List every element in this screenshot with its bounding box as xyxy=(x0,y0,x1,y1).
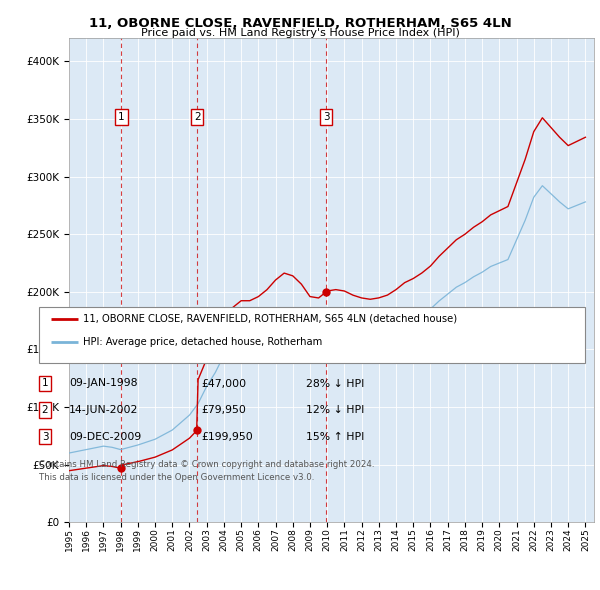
Text: 12% ↓ HPI: 12% ↓ HPI xyxy=(306,405,364,415)
Text: 3: 3 xyxy=(323,112,329,122)
Text: £79,950: £79,950 xyxy=(201,405,246,415)
Text: 2: 2 xyxy=(194,112,200,122)
Text: 1: 1 xyxy=(118,112,125,122)
Text: £47,000: £47,000 xyxy=(201,379,246,388)
Text: HPI: Average price, detached house, Rotherham: HPI: Average price, detached house, Roth… xyxy=(83,337,322,347)
Text: 3: 3 xyxy=(41,432,49,441)
Text: 1: 1 xyxy=(41,379,49,388)
Text: 09-DEC-2009: 09-DEC-2009 xyxy=(69,432,141,441)
Text: 28% ↓ HPI: 28% ↓ HPI xyxy=(306,379,364,388)
Text: 15% ↑ HPI: 15% ↑ HPI xyxy=(306,432,364,441)
Text: 14-JUN-2002: 14-JUN-2002 xyxy=(69,405,139,415)
Text: £199,950: £199,950 xyxy=(201,432,253,441)
Text: Contains HM Land Registry data © Crown copyright and database right 2024.: Contains HM Land Registry data © Crown c… xyxy=(39,460,374,469)
Text: 11, OBORNE CLOSE, RAVENFIELD, ROTHERHAM, S65 4LN: 11, OBORNE CLOSE, RAVENFIELD, ROTHERHAM,… xyxy=(89,17,511,30)
Text: 09-JAN-1998: 09-JAN-1998 xyxy=(69,379,137,388)
Text: This data is licensed under the Open Government Licence v3.0.: This data is licensed under the Open Gov… xyxy=(39,473,314,483)
Text: 2: 2 xyxy=(41,405,49,415)
Text: Price paid vs. HM Land Registry's House Price Index (HPI): Price paid vs. HM Land Registry's House … xyxy=(140,28,460,38)
Text: 11, OBORNE CLOSE, RAVENFIELD, ROTHERHAM, S65 4LN (detached house): 11, OBORNE CLOSE, RAVENFIELD, ROTHERHAM,… xyxy=(83,314,457,323)
